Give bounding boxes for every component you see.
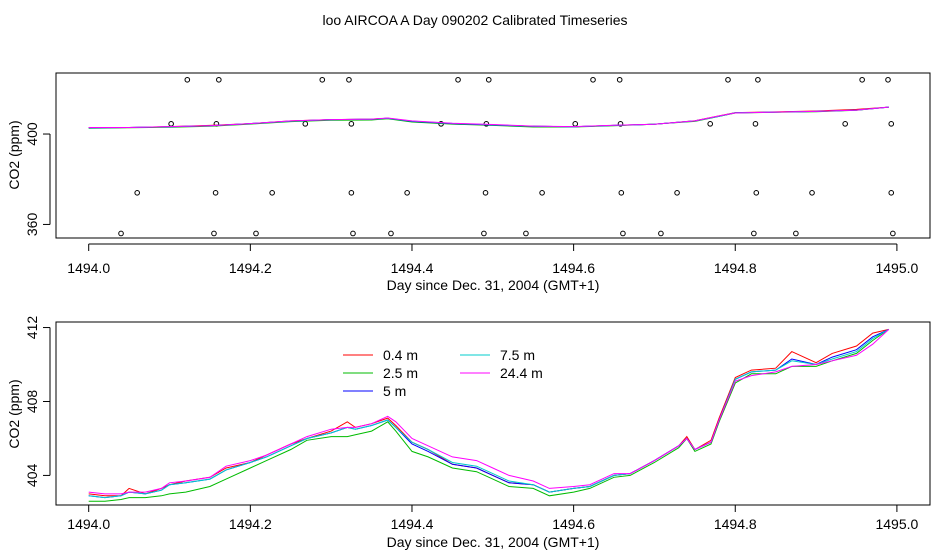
data-point <box>319 76 326 83</box>
data-point <box>211 230 217 237</box>
bottom-y-tick-label: 408 <box>24 390 40 414</box>
bottom-x-tick-label: 1494.4 <box>391 516 434 532</box>
bottom-x-tick-label: 1494.8 <box>714 516 757 532</box>
data-point <box>752 121 759 127</box>
bottom-y-tick-label: 412 <box>24 316 40 340</box>
top-plot-frame <box>55 72 931 239</box>
data-point <box>269 189 275 196</box>
top-y-axis-label: CO2 (ppm) <box>6 120 22 189</box>
bottom-x-tick-label: 1494.6 <box>552 516 595 532</box>
data-point <box>751 230 757 237</box>
data-point <box>674 189 680 196</box>
data-point <box>658 230 664 237</box>
data-point <box>388 230 394 237</box>
data-point <box>523 230 529 237</box>
data-point <box>212 189 219 196</box>
data-point <box>888 121 895 127</box>
data-point <box>572 121 579 127</box>
bottom-panel: 1494.0 1494.2 1494.4 1494.6 1494.8 1495.0 404… <box>6 316 931 550</box>
legend-label-1: 0.4 m <box>383 347 418 363</box>
legend-label-5: 24.4 m <box>500 365 543 381</box>
top-x-tick-label: 1494.4 <box>391 260 434 276</box>
data-point <box>725 76 731 83</box>
top-x-axis: 1494.0 1494.2 1494.4 1494.6 1494.8 1495.0 <box>67 243 919 276</box>
bottom-x-axis-label: Day since Dec. 31, 2004 (GMT+1) <box>387 534 600 550</box>
data-point <box>753 189 760 196</box>
bottom-series-line-4 <box>88 328 890 499</box>
data-point <box>168 121 174 127</box>
legend: 0.4 m 2.5 m 5 m 7.5 m 24.4 m <box>343 347 543 399</box>
data-point <box>618 189 625 196</box>
data-point <box>842 121 848 127</box>
top-y-axis: 360 400 <box>24 122 51 237</box>
data-point <box>890 230 896 237</box>
bottom-series-line-2 <box>88 328 890 502</box>
top-y-tick-label: 360 <box>24 213 40 237</box>
top-x-tick-label: 1495.0 <box>875 260 918 276</box>
data-point <box>348 189 355 196</box>
data-point <box>888 189 895 196</box>
data-point <box>539 189 545 196</box>
bottom-series-line-1 <box>88 328 889 497</box>
bottom-plot-frame <box>55 321 931 506</box>
data-point <box>793 230 799 237</box>
top-lines <box>88 106 889 129</box>
data-point <box>590 76 596 83</box>
top-x-tick-label: 1494.6 <box>552 260 595 276</box>
data-point <box>302 121 309 127</box>
data-point <box>348 121 355 127</box>
top-x-tick-label: 1494.8 <box>714 260 757 276</box>
legend-label-3: 5 m <box>383 383 406 399</box>
bottom-y-axis-label: CO2 (ppm) <box>6 379 22 448</box>
data-point <box>617 121 624 127</box>
data-point <box>755 76 761 83</box>
top-y-tick-label: 400 <box>24 122 40 146</box>
bottom-x-tick-label: 1494.2 <box>229 516 272 532</box>
bottom-x-tick-label: 1495.0 <box>875 516 918 532</box>
data-point <box>346 76 352 83</box>
chart-title: loo AIRCOA A Day 090202 Calibrated Times… <box>322 12 627 28</box>
data-point <box>616 76 623 83</box>
data-point <box>485 76 492 83</box>
data-point <box>885 76 891 83</box>
data-point <box>481 230 487 237</box>
legend-label-2: 2.5 m <box>383 365 418 381</box>
top-panel: 1494.0 1494.2 1494.4 1494.6 1494.8 1495.0 360… <box>6 72 931 293</box>
legend-label-4: 7.5 m <box>500 347 535 363</box>
bottom-y-axis: 404 408 412 <box>24 316 51 488</box>
top-series-line-5 <box>88 106 889 128</box>
data-point <box>809 189 815 196</box>
top-x-tick-label: 1494.2 <box>229 260 272 276</box>
data-point <box>134 189 140 196</box>
data-point <box>620 230 626 237</box>
bottom-lines <box>88 328 890 502</box>
data-point <box>184 76 191 83</box>
data-point <box>350 230 356 237</box>
top-x-axis-label: Day since Dec. 31, 2004 (GMT+1) <box>387 277 600 293</box>
bottom-x-tick-label: 1494.0 <box>67 516 110 532</box>
data-point <box>859 76 865 83</box>
data-point <box>455 76 461 83</box>
data-point <box>216 76 222 83</box>
top-points <box>118 76 896 237</box>
data-point <box>404 189 410 196</box>
data-point <box>253 230 259 237</box>
top-x-tick-label: 1494.0 <box>67 260 110 276</box>
bottom-series-line-5 <box>88 329 890 495</box>
data-point <box>118 230 124 237</box>
bottom-x-axis: 1494.0 1494.2 1494.4 1494.6 1494.8 1495.0 <box>67 504 919 532</box>
data-point <box>707 121 714 127</box>
bottom-y-tick-label: 404 <box>24 464 40 488</box>
data-point <box>482 189 489 196</box>
